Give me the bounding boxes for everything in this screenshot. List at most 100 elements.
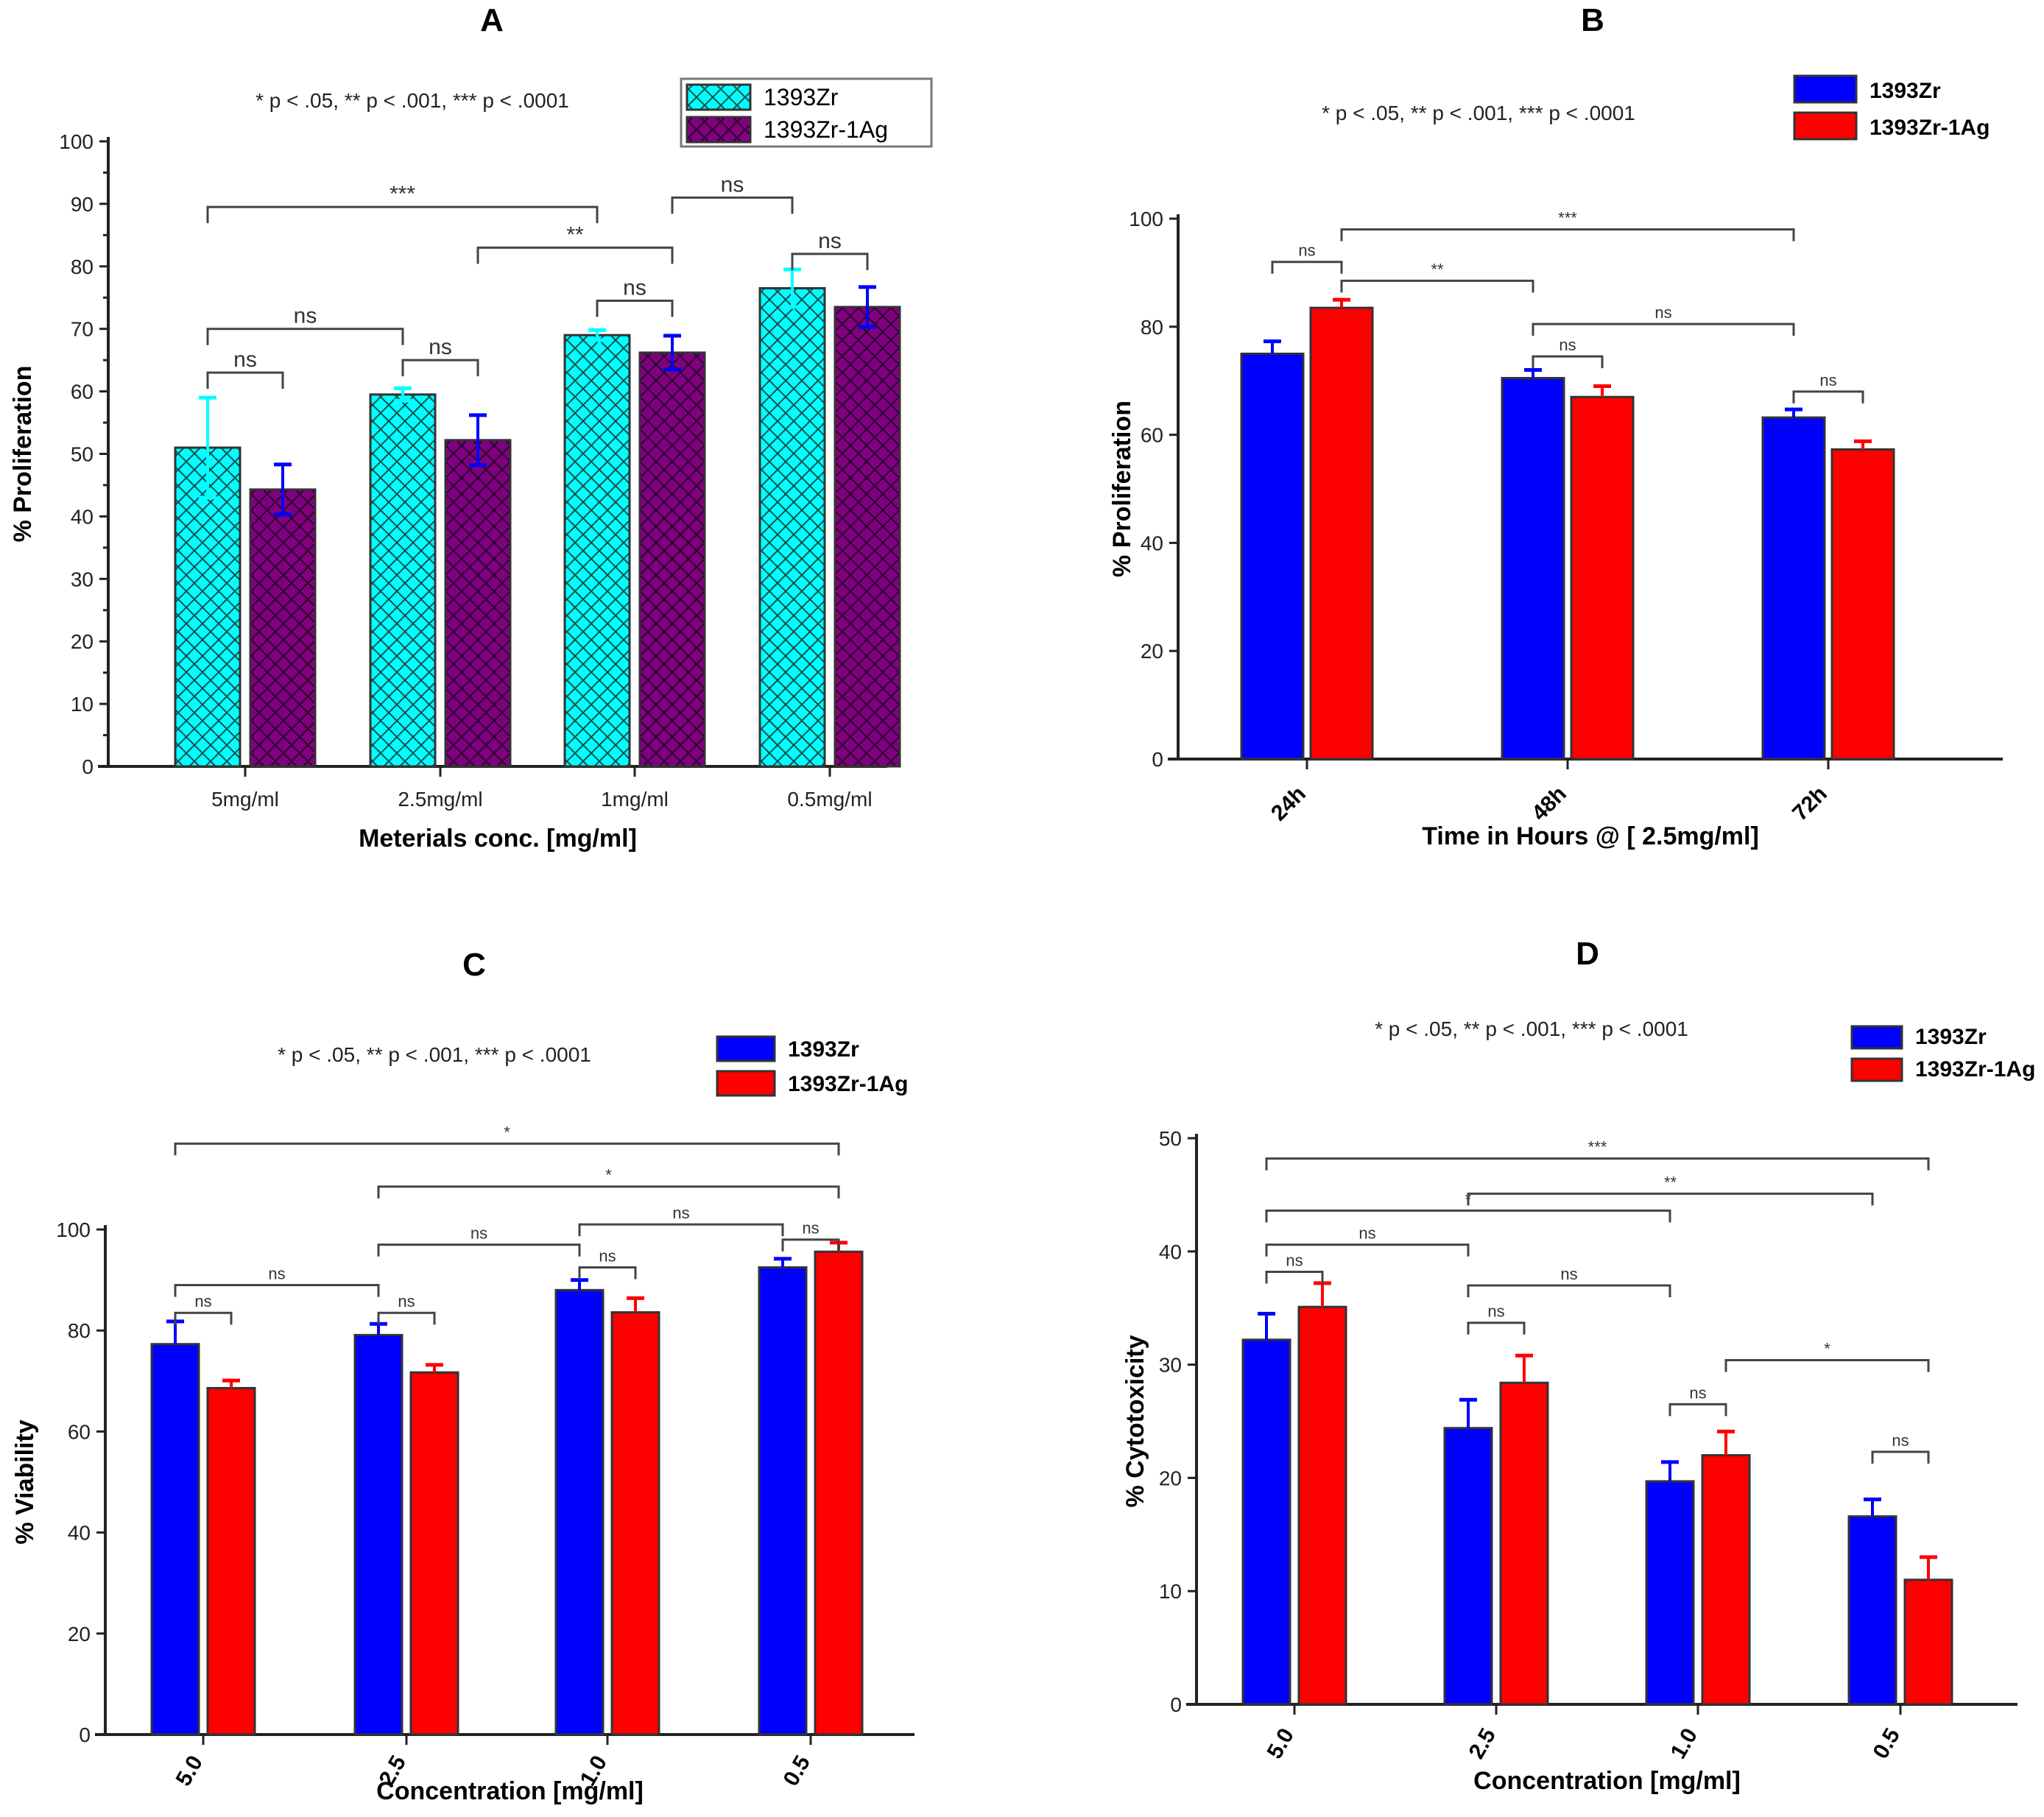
significance-bracket xyxy=(1265,1209,1671,1223)
x-tick-label: 2.5mg/ml xyxy=(398,788,482,811)
y-tick-label: 90 xyxy=(71,193,94,216)
significance-label: ns xyxy=(194,1292,211,1310)
bar-1393zr-1 xyxy=(1501,377,1565,761)
panel-c: C * p < .05, ** p < .001, *** p < .0001 0 2… xyxy=(11,947,914,1805)
significance-bracket xyxy=(1792,390,1864,403)
significance-label: ns xyxy=(1298,241,1315,260)
bar-1393zr-2 xyxy=(554,1288,605,1736)
bar-1393zr-1ag-0 xyxy=(1309,306,1374,761)
legend-swatch xyxy=(1793,111,1858,141)
significance-bracket xyxy=(476,246,674,264)
significance-label: ns xyxy=(1559,336,1576,354)
x-axis-label: Concentration [mg/ml] xyxy=(1473,1767,1741,1795)
panel-d: D * p < .05, ** p < .001, *** p < .0001 0 1… xyxy=(1121,936,2035,1795)
y-tick-label: 40 xyxy=(1141,532,1163,554)
x-tick-label: 24h xyxy=(1266,782,1311,826)
bar-1393zr-1ag-3 xyxy=(814,1250,864,1736)
bar-1393zr-3 xyxy=(1847,1515,1897,1706)
significance-label: ** xyxy=(1664,1173,1677,1191)
significance-bracket xyxy=(596,299,674,317)
x-tick-label: 5.0 xyxy=(1263,1724,1299,1763)
bar-1393zr-1ag-2 xyxy=(1830,448,1895,761)
significance-label: * xyxy=(1824,1339,1830,1358)
bar-1393zr-1ag-0 xyxy=(249,488,317,768)
bar-1393zr-1ag-1 xyxy=(409,1371,459,1736)
significance-note: * p < .05, ** p < .001, *** p < .0001 xyxy=(1375,1017,1688,1040)
significance-bracket xyxy=(1265,1243,1470,1257)
y-tick-label: 40 xyxy=(71,505,94,528)
legend-label: 1393Zr xyxy=(1915,1025,1987,1049)
x-tick-label: 2.5 xyxy=(1465,1724,1501,1763)
y-tick-label: 30 xyxy=(1159,1354,1182,1377)
legend-swatch xyxy=(686,83,752,111)
significance-bracket xyxy=(791,253,869,270)
legend-label: 1393Zr-1Ag xyxy=(788,1072,908,1096)
significance-label: ns xyxy=(1487,1302,1504,1321)
significance-bracket xyxy=(578,1266,637,1280)
significance-label: ns xyxy=(1689,1383,1706,1402)
significance-bracket xyxy=(377,1311,436,1325)
x-tick-label: 1.0 xyxy=(1666,1724,1702,1763)
legend-swatch xyxy=(1793,74,1858,104)
significance-bracket xyxy=(1467,1192,1874,1206)
significance-note: * p < .05, ** p < .001, *** p < .0001 xyxy=(256,89,569,112)
legend-swatch xyxy=(716,1035,776,1062)
bar-1393zr-0 xyxy=(1241,1338,1291,1706)
bar-1393zr-1ag-1 xyxy=(1570,395,1635,761)
panel-title: B xyxy=(1581,2,1604,38)
significance-label: * xyxy=(504,1123,510,1141)
bar-1393zr-3 xyxy=(758,1266,808,1736)
significance-label: ns xyxy=(398,1292,415,1310)
x-tick-label: 48h xyxy=(1527,782,1571,826)
significance-label: ns xyxy=(599,1246,616,1265)
significance-bracket xyxy=(1532,322,1795,336)
significance-bracket xyxy=(1724,1358,1930,1372)
x-tick-label: 5.0 xyxy=(172,1751,208,1790)
y-tick-label: 40 xyxy=(1159,1241,1182,1263)
significance-bracket xyxy=(1265,1270,1324,1284)
panel-a: A * p < .05, ** p < .001, *** p < .0001 0 1… xyxy=(9,2,933,853)
significance-bracket xyxy=(174,1311,233,1325)
significance-note: * p < .05, ** p < .001, *** p < .0001 xyxy=(278,1043,591,1066)
y-axis-label: % Proliferation xyxy=(9,366,37,543)
panel-title: A xyxy=(480,2,504,38)
y-tick-label: 100 xyxy=(1129,208,1163,230)
significance-bracket xyxy=(1340,279,1534,293)
legend-label: 1393Zr-1Ag xyxy=(1869,116,1990,140)
y-tick-label: 0 xyxy=(79,1723,91,1746)
significance-label: *** xyxy=(1588,1138,1607,1157)
legend-label: 1393Zr-1Ag xyxy=(764,116,888,143)
y-axis-label: % Viability xyxy=(11,1419,39,1545)
bar-1393zr-1 xyxy=(1443,1427,1493,1706)
y-axis-label: % Proliferation xyxy=(1108,401,1136,577)
y-tick-label: 0 xyxy=(82,755,94,778)
significance-label: ns xyxy=(1819,371,1836,389)
y-tick-label: 60 xyxy=(71,381,94,403)
bar-1393zr-1ag-2 xyxy=(610,1311,660,1736)
x-axis-label: Concentration [mg/ml] xyxy=(376,1777,644,1805)
x-tick-label: 0.5 xyxy=(1869,1724,1905,1763)
significance-bracket xyxy=(377,1185,840,1199)
significance-label: * xyxy=(605,1166,612,1185)
bar-1393zr-2 xyxy=(1761,416,1826,761)
legend-swatch xyxy=(1850,1025,1903,1050)
significance-label: ns xyxy=(268,1264,285,1283)
y-tick-label: 60 xyxy=(1141,424,1163,447)
y-tick-label: 20 xyxy=(71,630,94,653)
significance-bracket xyxy=(1532,355,1604,369)
y-tick-label: 20 xyxy=(1159,1467,1182,1489)
panel-b: B * p < .05, ** p < .001, *** p < .0001 0 2… xyxy=(1108,2,2003,850)
y-tick-label: 20 xyxy=(68,1623,91,1645)
significance-label: *** xyxy=(390,182,415,206)
significance-bracket xyxy=(1271,261,1343,274)
significance-bracket xyxy=(206,328,404,345)
significance-label: ** xyxy=(1431,260,1444,278)
x-tick-label: 5mg/ml xyxy=(211,788,279,811)
significance-bracket xyxy=(1668,1403,1727,1416)
significance-label: ns xyxy=(471,1224,487,1243)
x-tick-label: 1mg/ml xyxy=(601,788,669,811)
panel-title: D xyxy=(1576,936,1599,972)
panel-title: C xyxy=(462,947,486,983)
bar-1393zr-0 xyxy=(174,446,242,768)
